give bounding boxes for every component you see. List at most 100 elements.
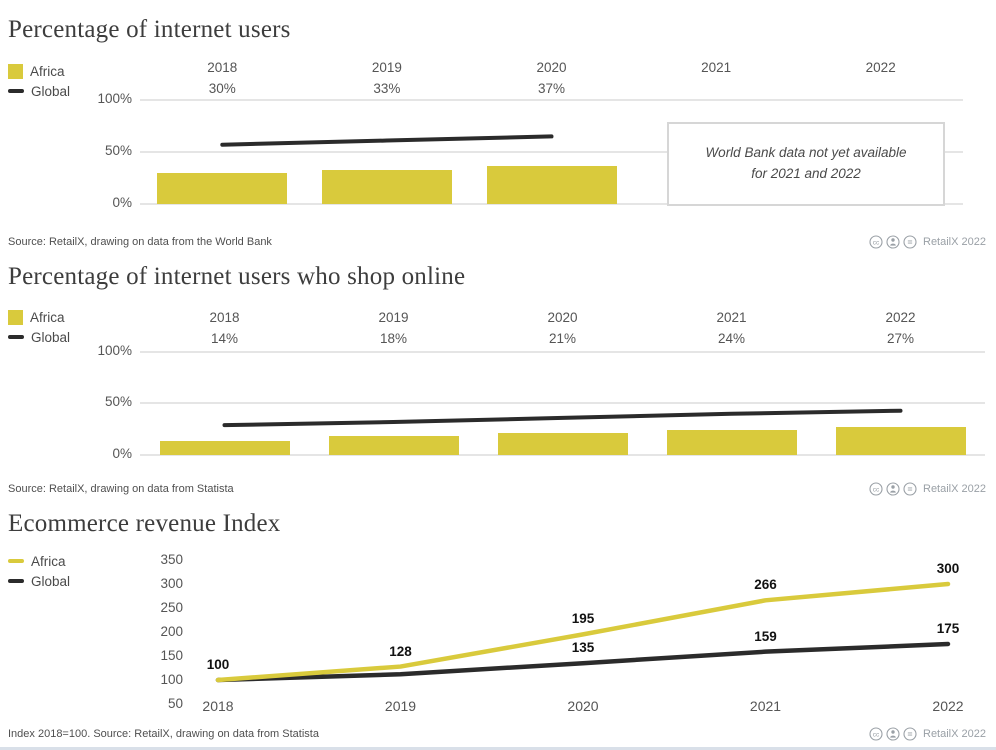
global-swatch-icon — [8, 579, 24, 583]
africa-bar-2020 — [497, 433, 628, 455]
chart-legend: Africa Global — [8, 61, 70, 101]
africa-bar-2020 — [486, 165, 617, 204]
x-axis-year-label: 2020 — [567, 698, 599, 714]
x-axis-year-label: 2020 — [547, 310, 578, 325]
africa-value-label: 27% — [886, 331, 915, 346]
cc-by-person-icon — [886, 482, 900, 496]
africa-bar-2018 — [157, 172, 288, 204]
global-swatch-icon — [8, 335, 24, 339]
badge-label: RetailX 2022 — [923, 236, 986, 248]
gridline — [140, 99, 963, 101]
y-axis-label: 0% — [112, 195, 132, 210]
legend-item-africa: Africa — [8, 61, 70, 81]
global-line — [215, 641, 951, 683]
license-badge: cc = RetailX 2022 — [869, 482, 986, 496]
global-line — [222, 408, 903, 428]
y-axis-label: 200 — [160, 624, 183, 639]
y-axis-label: 100% — [97, 91, 132, 106]
legend-label: Africa — [30, 63, 65, 79]
badge-label: RetailX 2022 — [923, 483, 986, 495]
africa-bar-2022 — [835, 427, 966, 455]
africa-swatch-icon — [8, 309, 23, 325]
legend-item-global: Global — [8, 81, 70, 101]
cc-nd-equals-icon: = — [903, 482, 917, 496]
legend-item-global: Global — [8, 327, 70, 347]
svg-text:cc: cc — [873, 731, 880, 738]
y-axis-label: 150 — [160, 648, 183, 663]
chart-legend: Africa Global — [8, 307, 70, 347]
x-axis-year-label: 2018 — [207, 60, 238, 75]
license-badge: cc = RetailX 2022 — [869, 727, 986, 741]
cc-by-person-icon — [886, 235, 900, 249]
badge-label: RetailX 2022 — [923, 728, 986, 740]
africa-value-label: 195 — [571, 611, 595, 627]
y-axis-label: 350 — [160, 552, 183, 567]
svg-text:cc: cc — [873, 239, 880, 246]
cc-by-person-icon — [886, 727, 900, 741]
x-axis-year-label: 2019 — [384, 698, 417, 714]
x-axis-year-label: 2022 — [885, 310, 916, 325]
africa-bar-2021 — [666, 430, 797, 455]
africa-bar-2019 — [321, 169, 452, 204]
chart-title: Percentage of internet users who shop on… — [8, 263, 466, 290]
svg-text:=: = — [908, 729, 913, 739]
gridline — [140, 454, 985, 456]
svg-text:cc: cc — [873, 486, 880, 493]
africa-value-label: 128 — [389, 643, 412, 659]
africa-bar-2019 — [328, 436, 459, 455]
license-badge: cc = RetailX 2022 — [869, 235, 986, 249]
legend-label: Global — [31, 83, 71, 99]
x-axis-year-label: 2022 — [865, 60, 896, 75]
source-text: Source: RetailX, drawing on data from th… — [8, 236, 272, 248]
africa-value-label: 300 — [936, 561, 960, 576]
source-row: Index 2018=100. Source: RetailX, drawing… — [8, 727, 986, 741]
africa-swatch-icon — [8, 63, 23, 79]
source-row: Source: RetailX, drawing on data from St… — [8, 482, 986, 496]
africa-swatch-icon — [8, 559, 24, 563]
cc-icon: cc — [869, 482, 883, 496]
y-axis-label: 300 — [160, 576, 183, 591]
x-axis-year-label: 2019 — [371, 60, 402, 75]
africa-value-label: 14% — [210, 331, 239, 346]
global-value-label: 159 — [754, 628, 777, 644]
africa-line — [215, 581, 951, 683]
legend-item-global: Global — [8, 571, 70, 591]
gridline — [140, 351, 985, 353]
legend-item-africa: Africa — [8, 551, 70, 571]
gridline — [140, 402, 985, 404]
x-axis-year-label: 2021 — [701, 60, 732, 75]
africa-bar-2018 — [159, 440, 290, 455]
legend-label: Global — [31, 573, 71, 589]
plot-area-revenue-index: 350 300 250 200 150 100 50 2018 2019 2020 2021 2022… — [160, 552, 964, 717]
global-line — [220, 134, 554, 147]
y-axis-label: 100% — [97, 343, 132, 358]
cc-nd-equals-icon: = — [903, 235, 917, 249]
x-axis-year-label: 2018 — [209, 310, 240, 325]
chart-title: Ecommerce revenue Index — [8, 510, 281, 537]
africa-value-label: 24% — [717, 331, 746, 346]
bottom-divider — [0, 747, 996, 750]
legend-label: Africa — [30, 309, 65, 325]
x-axis-year-label: 2018 — [202, 698, 234, 714]
chart-title: Percentage of internet users — [8, 16, 291, 43]
x-axis-year-label: 2022 — [932, 698, 964, 714]
svg-text:=: = — [908, 484, 913, 494]
y-axis-label: 100 — [160, 672, 183, 687]
cc-nd-equals-icon: = — [903, 727, 917, 741]
y-axis-label: 250 — [160, 600, 183, 615]
plot-area-shop-online: 100% 50% 0% 2018 14% 2019 18% 2020 21% 2021 24% 202… — [97, 305, 985, 461]
plot-area-internet-users: World Bank data not yet available for 20… — [97, 60, 963, 210]
x-axis-year-label: 2020 — [536, 60, 567, 75]
y-axis-label: 50% — [104, 143, 132, 158]
africa-value-label: 30% — [208, 81, 236, 96]
africa-value-label: 37% — [537, 81, 566, 96]
africa-value-label: 18% — [379, 331, 408, 346]
africa-value-label: 21% — [548, 331, 577, 346]
missing-data-note: World Bank data not yet available for 20… — [667, 122, 945, 206]
gridline — [140, 203, 963, 205]
y-axis-label: 50% — [104, 394, 132, 409]
global-swatch-icon — [8, 89, 24, 93]
x-axis-year-label: 2019 — [378, 310, 409, 325]
source-text: Source: RetailX, drawing on data from St… — [8, 483, 234, 495]
